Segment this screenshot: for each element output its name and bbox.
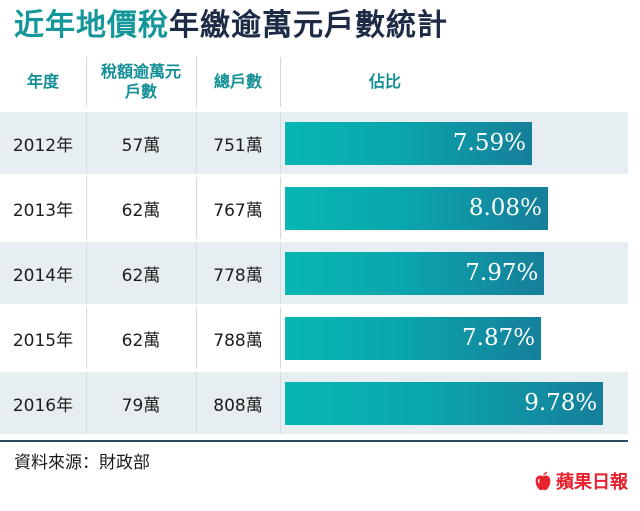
cell-year: 2013年 [12, 200, 74, 221]
column-divider [196, 242, 197, 304]
source-note: 資料來源：財政部 [14, 453, 150, 473]
header-ratio: 佔比 [368, 72, 401, 91]
column-divider [196, 372, 197, 434]
cell-total: 778萬 [213, 265, 263, 286]
cell-households: 62萬 [121, 330, 161, 351]
table-bottom-rule [0, 440, 628, 442]
header-divider [196, 57, 197, 107]
ratio-bar [285, 121, 532, 165]
header-divider [280, 57, 281, 107]
column-divider [280, 372, 281, 434]
cell-year: 2014年 [12, 265, 74, 286]
cell-households: 79萬 [121, 395, 161, 416]
column-divider [280, 177, 281, 239]
apple-logo-icon [535, 471, 551, 491]
column-divider [196, 307, 197, 369]
column-divider [86, 242, 87, 304]
ratio-bar-label: 7.59% [452, 130, 526, 156]
column-divider [280, 242, 281, 304]
cell-households: 62萬 [121, 200, 161, 221]
cell-total: 751萬 [213, 135, 263, 156]
cell-year: 2012年 [12, 135, 74, 156]
chart-title: 近年地價稅年繳逾萬元戶數統計 [14, 6, 448, 46]
table-header: 年度 稅額逾萬元 戶數 總戶數 佔比 [0, 57, 628, 107]
column-divider [86, 307, 87, 369]
header-divider [86, 57, 87, 107]
cell-total: 767萬 [213, 200, 263, 221]
column-divider [86, 112, 87, 174]
cell-year: 2016年 [12, 395, 74, 416]
header-total: 總戶數 [213, 72, 262, 91]
cell-households: 62萬 [121, 265, 161, 286]
logo-text: 蘋果日報 [556, 472, 628, 493]
cell-households: 57萬 [121, 135, 161, 156]
ratio-bar [285, 251, 545, 295]
ratio-bar [285, 381, 604, 425]
cell-year: 2015年 [12, 330, 74, 351]
cell-total: 808萬 [213, 395, 263, 416]
header-year: 年度 [26, 72, 59, 91]
column-divider [196, 112, 197, 174]
cell-total: 788萬 [213, 330, 263, 351]
ratio-bar-label: 8.08% [468, 195, 542, 221]
title-accent: 近年地價稅 [14, 8, 169, 43]
column-divider [86, 372, 87, 434]
brand-logo: 蘋果日報 [532, 468, 628, 494]
ratio-bar-label: 7.87% [462, 325, 536, 351]
ratio-bar-label: 9.78% [524, 390, 598, 416]
title-rest: 年繳逾萬元戶數統計 [169, 8, 448, 43]
ratio-bar [285, 316, 542, 360]
column-divider [86, 177, 87, 239]
column-divider [280, 112, 281, 174]
ratio-bar-label: 7.97% [465, 260, 539, 286]
ratio-bar [285, 186, 548, 230]
header-households: 稅額逾萬元 戶數 [100, 62, 181, 101]
column-divider [196, 177, 197, 239]
column-divider [280, 307, 281, 369]
